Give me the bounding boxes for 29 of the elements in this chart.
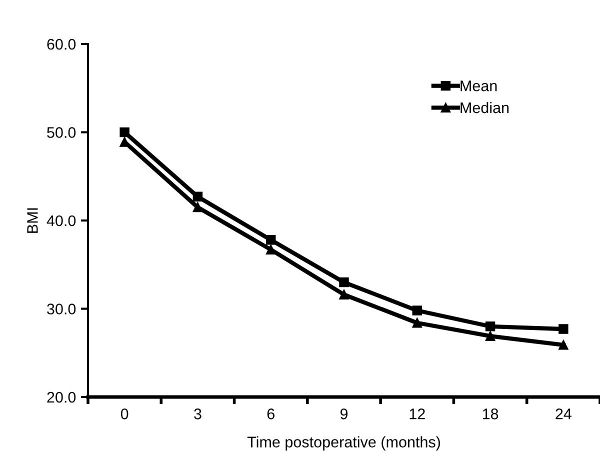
y-axis-title: BMI — [27, 208, 38, 233]
point — [120, 127, 130, 138]
point — [558, 340, 568, 350]
y-tick-label: 60.0 — [47, 38, 76, 50]
point — [412, 306, 422, 316]
point — [485, 331, 496, 341]
point — [339, 277, 349, 288]
x-tick-label: 3 — [194, 408, 202, 420]
x-tick-label: 24 — [556, 408, 572, 420]
point — [485, 322, 496, 332]
x-axis-title: Time postoperative (months) — [247, 436, 440, 450]
point — [339, 290, 349, 300]
x-tick-label: 6 — [267, 408, 274, 420]
x-tick-label: 0 — [120, 408, 128, 420]
point — [558, 324, 568, 334]
x-tick-label: 12 — [410, 408, 425, 420]
y-tick-label: 50.0 — [47, 127, 76, 138]
point — [412, 318, 422, 328]
x-tick-label: 18 — [482, 408, 498, 420]
x-tick-label: 9 — [340, 408, 348, 420]
point — [266, 235, 276, 245]
point — [266, 244, 276, 254]
y-tick-label: 20.0 — [47, 392, 76, 403]
legend-label: Mean — [460, 80, 497, 92]
legend-label: Median — [460, 102, 509, 114]
point — [192, 202, 203, 212]
y-tick-label: 40.0 — [46, 215, 76, 226]
y-tick-label: 30.0 — [47, 304, 76, 314]
point — [192, 192, 203, 202]
